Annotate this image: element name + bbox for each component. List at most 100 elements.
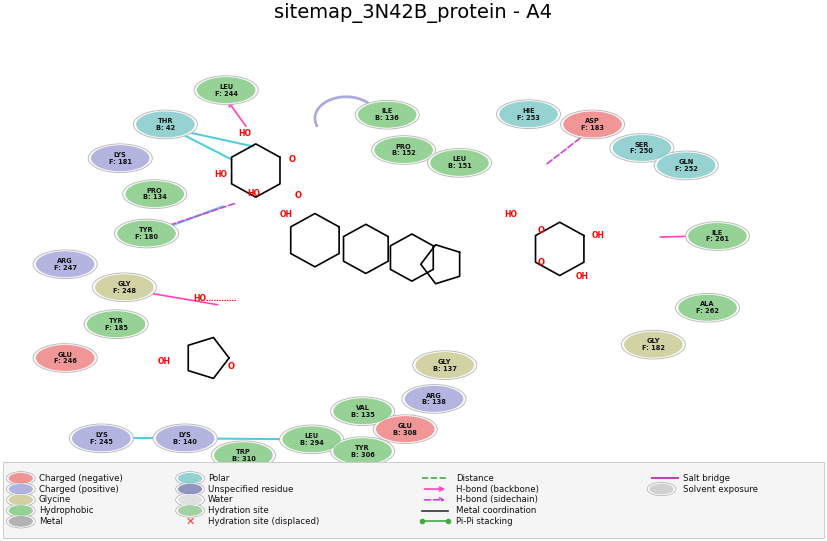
Text: Charged (negative): Charged (negative) xyxy=(39,474,122,483)
Ellipse shape xyxy=(7,504,36,517)
Ellipse shape xyxy=(136,111,195,138)
Ellipse shape xyxy=(333,398,392,425)
Text: LYS
F: 245: LYS F: 245 xyxy=(90,432,112,445)
Text: ARG
F: 247: ARG F: 247 xyxy=(54,258,77,270)
Ellipse shape xyxy=(8,494,33,505)
Ellipse shape xyxy=(430,149,489,176)
Ellipse shape xyxy=(194,76,258,104)
Text: HO: HO xyxy=(247,189,261,198)
Ellipse shape xyxy=(624,331,683,358)
Text: Water: Water xyxy=(208,496,234,504)
Ellipse shape xyxy=(175,504,204,517)
Text: ALA
F: 262: ALA F: 262 xyxy=(696,301,719,314)
Ellipse shape xyxy=(371,136,436,164)
Ellipse shape xyxy=(609,134,674,162)
Ellipse shape xyxy=(33,250,98,279)
Text: GLU
B: 308: GLU B: 308 xyxy=(394,423,418,436)
Ellipse shape xyxy=(93,273,156,302)
Text: Metal coordination: Metal coordination xyxy=(457,506,537,515)
Ellipse shape xyxy=(125,181,184,207)
Ellipse shape xyxy=(374,137,433,163)
Text: O: O xyxy=(538,258,544,267)
Ellipse shape xyxy=(563,111,622,138)
Ellipse shape xyxy=(7,483,36,496)
Text: LYS
B: 140: LYS B: 140 xyxy=(173,432,197,445)
Ellipse shape xyxy=(84,310,148,339)
Ellipse shape xyxy=(561,110,624,139)
Ellipse shape xyxy=(676,293,739,322)
Text: ✕: ✕ xyxy=(185,516,194,526)
Ellipse shape xyxy=(413,351,476,379)
Ellipse shape xyxy=(331,397,394,426)
Text: ILE
F: 261: ILE F: 261 xyxy=(706,230,729,242)
Text: Hydration site (displaced): Hydration site (displaced) xyxy=(208,517,319,526)
Text: Salt bridge: Salt bridge xyxy=(683,474,730,483)
Ellipse shape xyxy=(282,426,342,453)
Ellipse shape xyxy=(331,437,394,465)
Ellipse shape xyxy=(7,472,36,485)
Text: LYS
F: 181: LYS F: 181 xyxy=(108,152,131,164)
Text: GLU
F: 246: GLU F: 246 xyxy=(54,352,77,364)
Ellipse shape xyxy=(72,425,131,452)
Ellipse shape xyxy=(36,345,95,371)
Ellipse shape xyxy=(280,425,344,454)
Text: HO: HO xyxy=(504,210,517,219)
Text: Glycine: Glycine xyxy=(39,496,71,504)
Text: O: O xyxy=(295,190,302,200)
Ellipse shape xyxy=(87,311,146,338)
Ellipse shape xyxy=(621,331,686,359)
Ellipse shape xyxy=(95,274,154,301)
Text: GLY
B: 137: GLY B: 137 xyxy=(433,359,457,372)
Text: Metal: Metal xyxy=(39,517,63,526)
Text: GLY
F: 182: GLY F: 182 xyxy=(642,338,665,351)
Ellipse shape xyxy=(197,77,256,103)
Text: Pi-Pi stacking: Pi-Pi stacking xyxy=(457,517,513,526)
Ellipse shape xyxy=(117,220,176,247)
Ellipse shape xyxy=(8,484,33,494)
Ellipse shape xyxy=(122,180,187,208)
Text: Distance: Distance xyxy=(457,474,494,483)
Text: Hydration site: Hydration site xyxy=(208,506,269,515)
Ellipse shape xyxy=(648,483,676,496)
Ellipse shape xyxy=(8,473,33,484)
Text: OH: OH xyxy=(576,272,588,281)
Ellipse shape xyxy=(8,505,33,516)
Text: TRP
B: 310: TRP B: 310 xyxy=(232,449,256,461)
Title: sitemap_3N42B_protein - A4: sitemap_3N42B_protein - A4 xyxy=(275,3,552,23)
Ellipse shape xyxy=(8,516,33,527)
Text: O: O xyxy=(289,155,295,164)
Text: PRO
B: 134: PRO B: 134 xyxy=(143,188,167,201)
Text: PRO
B: 152: PRO B: 152 xyxy=(392,144,415,156)
Text: HO…………: HO………… xyxy=(193,294,237,303)
Ellipse shape xyxy=(36,251,95,278)
Ellipse shape xyxy=(402,385,466,413)
Text: O: O xyxy=(538,227,544,235)
Ellipse shape xyxy=(686,222,749,250)
Ellipse shape xyxy=(212,441,275,470)
Ellipse shape xyxy=(155,425,215,452)
Text: H-bond (sidechain): H-bond (sidechain) xyxy=(457,496,538,504)
Ellipse shape xyxy=(88,144,152,173)
Ellipse shape xyxy=(333,438,392,465)
Ellipse shape xyxy=(404,386,464,412)
Ellipse shape xyxy=(178,473,203,484)
Text: TYR
F: 180: TYR F: 180 xyxy=(135,227,158,240)
Ellipse shape xyxy=(373,415,437,444)
Ellipse shape xyxy=(7,493,36,506)
Text: Unspecified residue: Unspecified residue xyxy=(208,485,294,493)
Text: LEU
B: 294: LEU B: 294 xyxy=(299,433,323,446)
Text: ILE
B: 136: ILE B: 136 xyxy=(375,108,399,121)
Text: ASP
F: 183: ASP F: 183 xyxy=(581,118,604,131)
Ellipse shape xyxy=(654,151,719,180)
Ellipse shape xyxy=(612,135,672,161)
Text: VAL
B: 135: VAL B: 135 xyxy=(351,405,375,418)
Ellipse shape xyxy=(375,416,435,443)
Ellipse shape xyxy=(496,100,561,129)
Text: SER
F: 250: SER F: 250 xyxy=(630,142,653,154)
Ellipse shape xyxy=(312,467,375,496)
Text: GLY
F: 248: GLY F: 248 xyxy=(112,281,136,294)
Text: HO: HO xyxy=(239,129,251,138)
Ellipse shape xyxy=(657,152,716,179)
Text: OH: OH xyxy=(280,210,293,219)
Ellipse shape xyxy=(314,469,373,495)
